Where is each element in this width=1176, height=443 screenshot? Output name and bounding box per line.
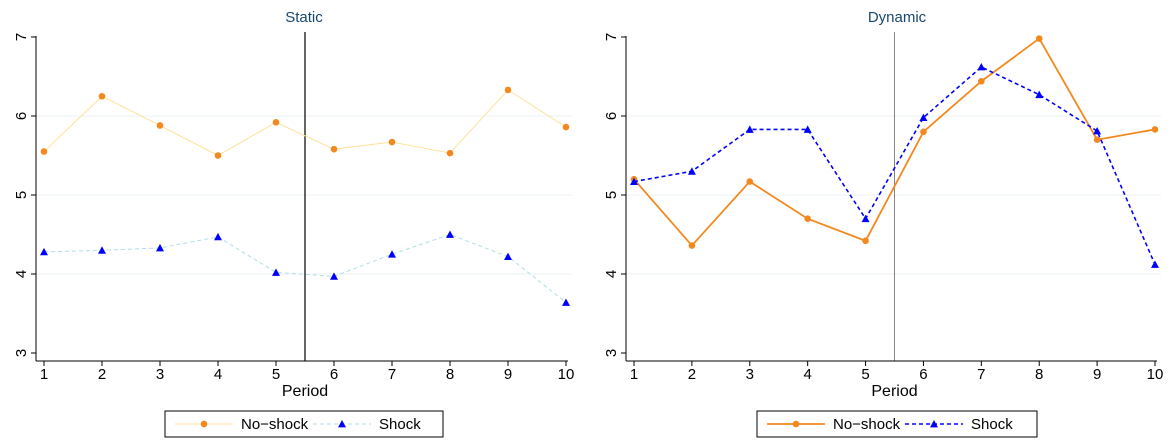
no-shock-point [156,122,164,129]
shock-point [1151,260,1159,268]
no-shock-series-line [633,37,1156,247]
x-tick-label: 7 [388,366,396,383]
y-tick-label: 7 [603,33,620,41]
shock-point [1093,127,1102,135]
legend-no-shock-label: No−shock [241,416,309,433]
y-tick-label: 7 [13,33,30,41]
no-shock-point [388,138,396,146]
shock-point [214,232,222,241]
no-shock-point [504,86,512,94]
y-tick-label: 6 [13,112,30,120]
panel-title: Dynamic [868,9,927,26]
no-shock-point [214,152,222,159]
no-shock-point [330,145,338,153]
x-tick-label: 10 [1147,366,1164,383]
legend-shock-marker [930,420,938,428]
legend-no-shock-label: No−shock [833,416,901,433]
y-tick-label: 3 [13,349,30,357]
legend-shock-marker [338,420,346,428]
no-shock-point [862,237,869,245]
x-tick-label: 6 [919,366,927,383]
x-tick-label: 3 [156,366,164,383]
shock-point [272,268,280,276]
shock-point [977,63,986,71]
x-tick-label: 7 [977,366,985,383]
no-shock-point [272,119,280,126]
shock-point [919,113,928,121]
x-tick-label: 9 [1093,366,1101,383]
x-tick-label: 4 [214,366,222,383]
x-tick-label: 1 [630,366,638,383]
no-shock-point [688,242,696,249]
shock-point [98,246,106,254]
shock-point [156,243,164,252]
x-tick-label: 1 [40,366,48,383]
x-tick-label: 10 [558,366,575,383]
x-tick-label: 8 [1035,366,1043,383]
shock-point [446,230,454,238]
shock-point [562,298,570,306]
shock-point [630,177,638,185]
no-shock-point [978,77,985,85]
no-shock-point [446,149,454,157]
legend-no-shock-marker [792,420,800,428]
y-tick-label: 6 [603,112,620,120]
x-axis-title: Period [282,383,328,400]
x-tick-label: 9 [504,366,512,383]
x-tick-label: 2 [98,366,106,383]
no-shock-point [920,128,927,136]
legend-no-shock-marker [200,420,208,428]
shock-point [388,250,396,258]
y-tick-label: 5 [603,191,620,199]
no-shock-point [1035,35,1043,42]
shock-point [330,272,338,280]
no-shock-point [1093,136,1101,143]
x-tick-label: 4 [803,366,811,383]
shock-series-line [43,233,567,303]
shock-point [687,167,696,175]
y-tick-label: 5 [13,191,30,199]
x-tick-label: 8 [446,366,454,383]
y-tick-label: 4 [13,270,30,278]
shock-series-line [633,66,1156,265]
x-tick-label: 5 [861,366,869,383]
no-shock-series-line [43,89,567,157]
no-shock-point [746,178,754,185]
no-shock-point [562,123,570,131]
no-shock-point [40,148,48,155]
shock-point [861,214,870,223]
shock-point [803,125,812,133]
y-tick-label: 3 [603,349,620,357]
legend-shock-label: Shock [971,416,1013,433]
shock-point [504,252,512,261]
x-tick-label: 3 [746,366,754,383]
shock-point [40,247,48,256]
shock-point [745,125,754,133]
x-tick-label: 5 [272,366,280,383]
no-shock-point [98,92,106,100]
x-axis-title: Period [871,383,917,400]
legend-shock-label: Shock [379,416,421,433]
x-tick-label: 6 [330,366,338,383]
no-shock-point [804,215,811,222]
no-shock-point [1151,126,1159,133]
shock-point [1035,90,1044,99]
y-tick-label: 4 [603,270,620,278]
x-tick-label: 2 [688,366,696,383]
panel-title: Static [285,9,323,26]
